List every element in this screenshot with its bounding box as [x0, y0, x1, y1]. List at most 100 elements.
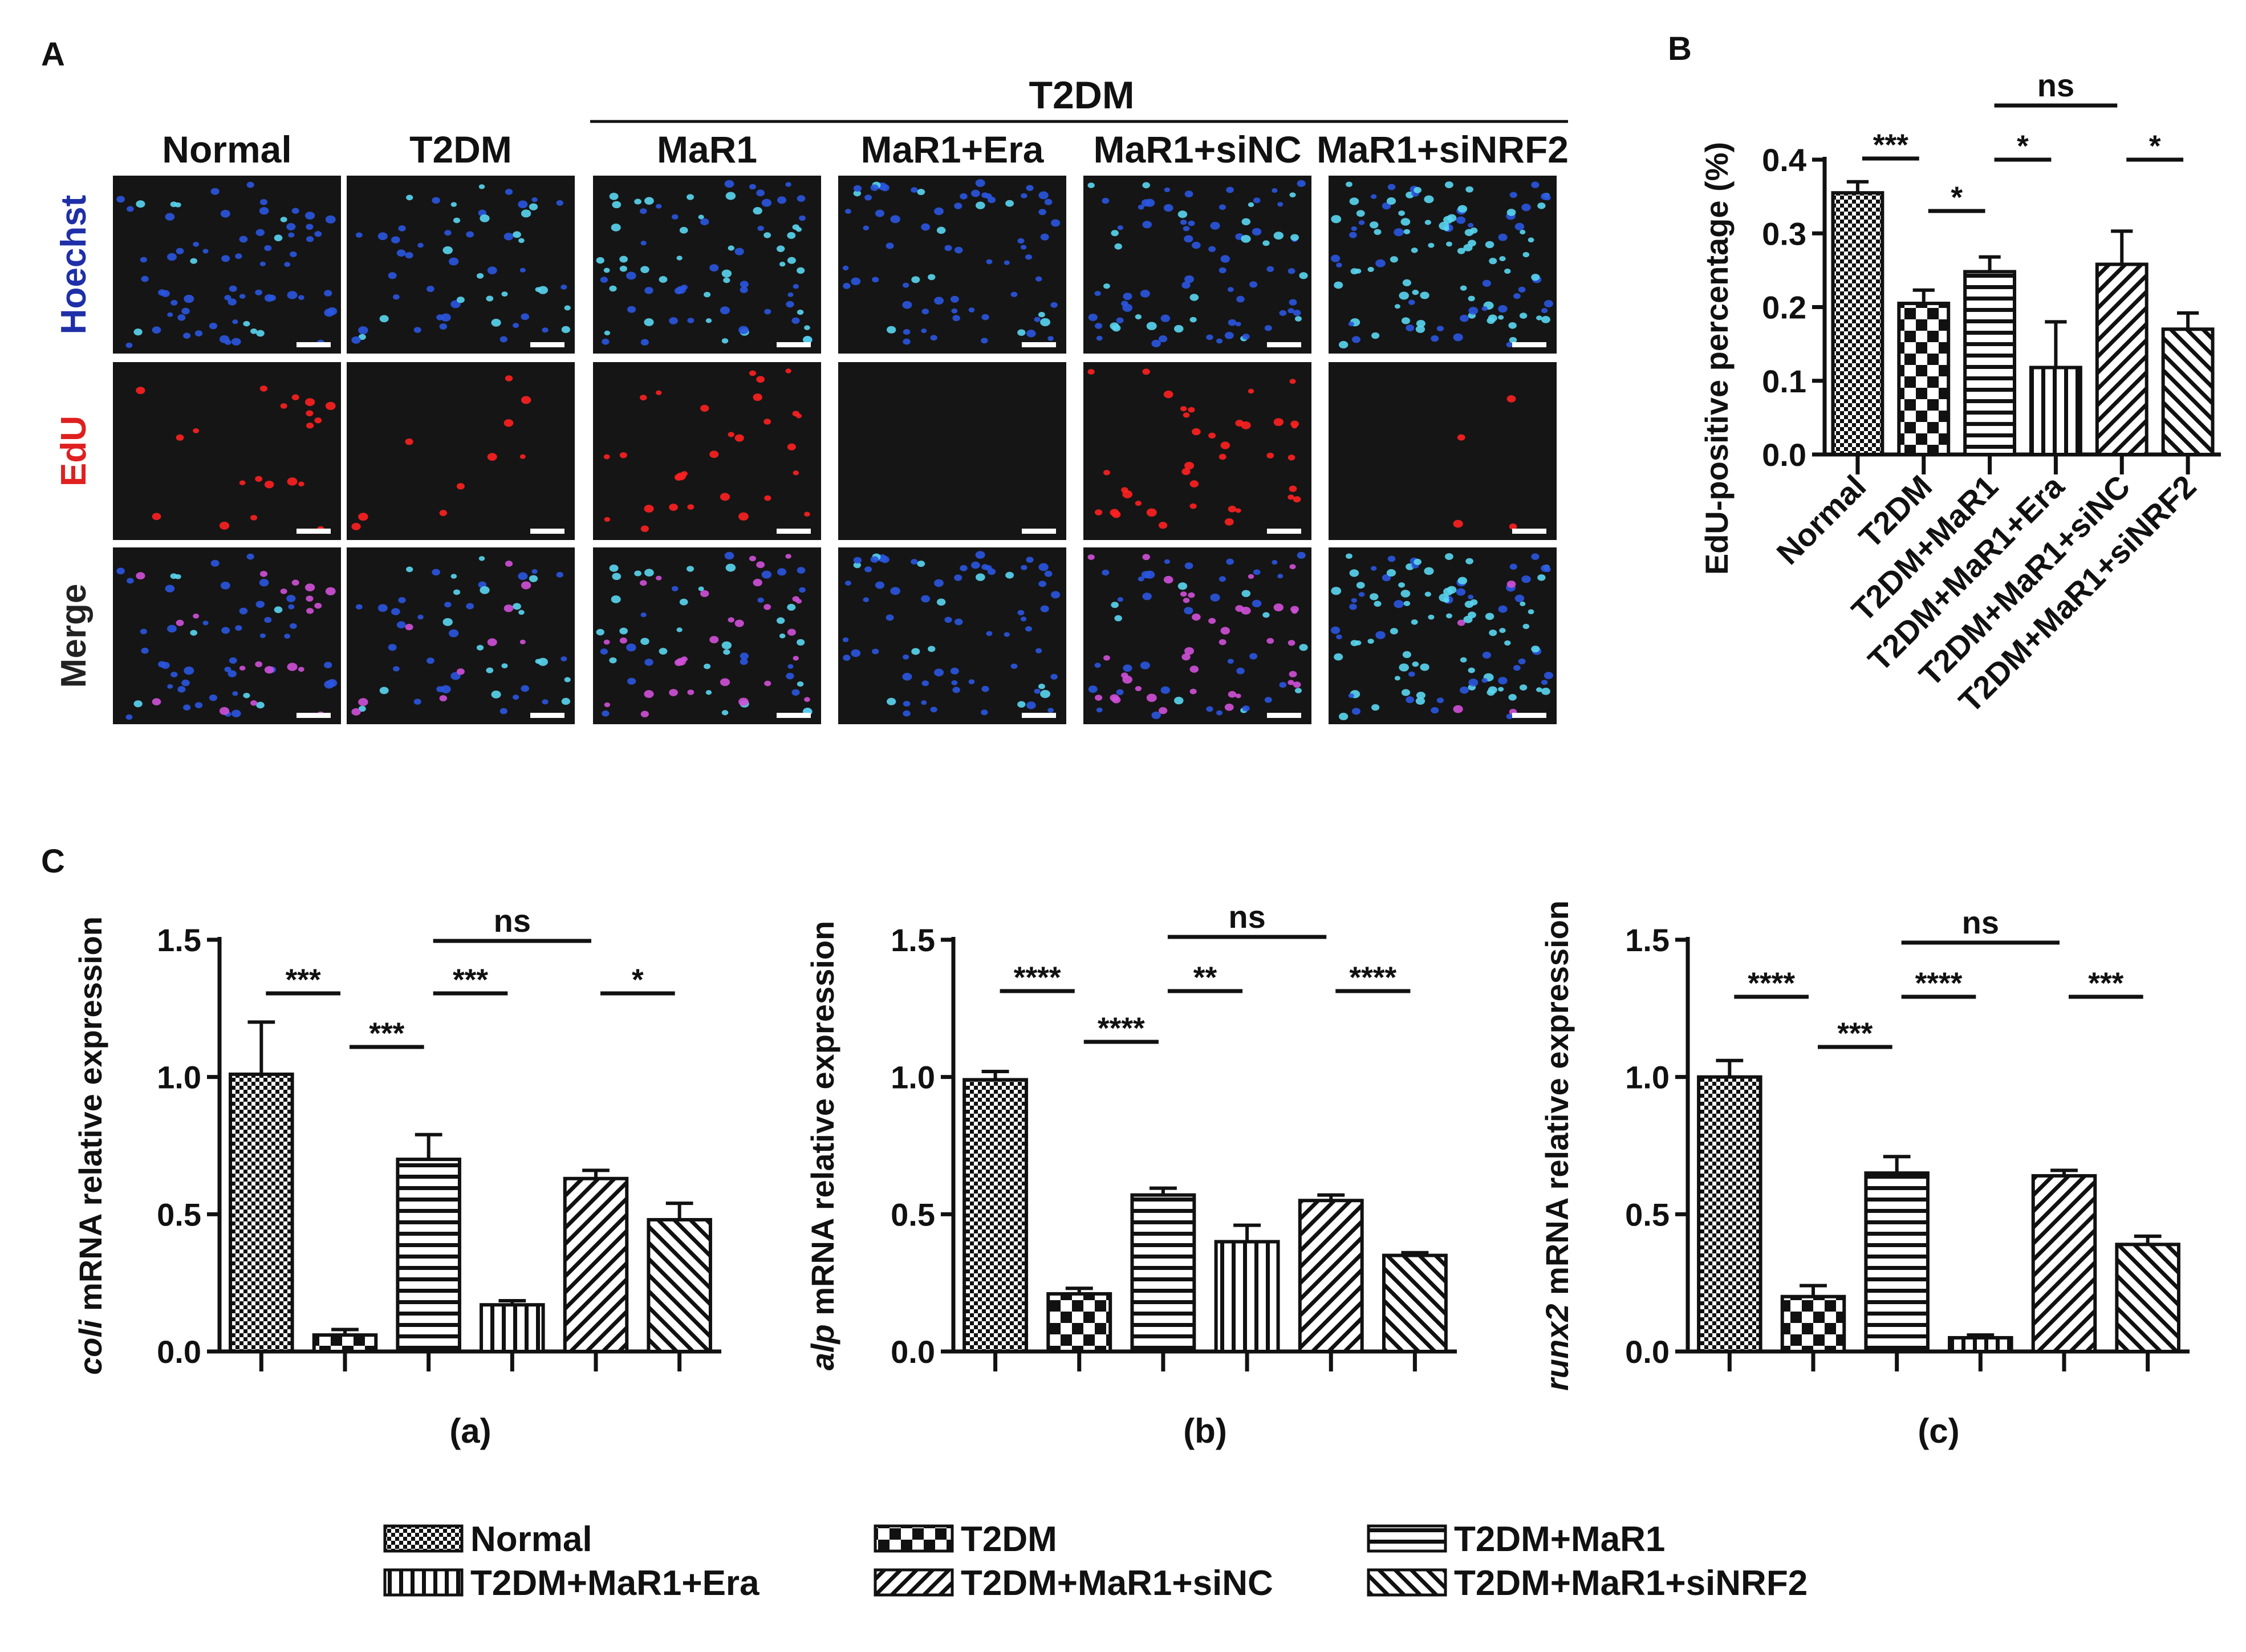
- y-tick-label: 1.0: [891, 1060, 935, 1095]
- legend-label: Normal: [470, 1520, 592, 1559]
- micrograph-image: [593, 362, 821, 540]
- legend-swatch: [874, 1524, 954, 1553]
- chart-sublabel: (c): [1918, 1412, 1959, 1450]
- bar: [1130, 1193, 1196, 1353]
- chart-c-c-runx2: 0.0 0.5 1.0 1.5 runx2 mRNA relative expressi…: [1539, 900, 2190, 1450]
- bar: [1697, 1075, 1762, 1353]
- significance-label: **: [1193, 961, 1217, 995]
- scale-bar: [530, 529, 564, 534]
- scale-bar: [297, 529, 331, 534]
- significance-label: *: [2017, 129, 2029, 163]
- y-axis-label: coli mRNA relative expression: [72, 916, 108, 1375]
- scale-bar: [1267, 713, 1301, 718]
- legend-swatch: [1367, 1568, 1447, 1597]
- micrograph-panel: T2DM Normal T2DM MaR1 MaR1+Era MaR1+siNC MaR1…: [54, 74, 1569, 724]
- significance-label: ****: [1915, 967, 1963, 1000]
- bar: [647, 1217, 712, 1353]
- significance-label: ****: [1748, 967, 1795, 1000]
- bar: [229, 1072, 294, 1354]
- scale-bar: [777, 529, 811, 534]
- significance-label: ****: [1349, 961, 1396, 995]
- x-tick-label: Normal: [1769, 468, 1873, 571]
- bar: [1897, 302, 1951, 456]
- scale-bar: [297, 713, 331, 718]
- significance-label: *: [2149, 129, 2161, 163]
- bar: [480, 1303, 545, 1354]
- micrograph-image: [1083, 362, 1311, 540]
- y-tick-label: 1.5: [157, 922, 201, 958]
- legend-swatch: [874, 1568, 954, 1597]
- bar: [1831, 191, 1884, 456]
- column-label: MaR1+Era: [860, 128, 1044, 171]
- y-tick-label: 1.0: [157, 1060, 201, 1095]
- legend-swatch: [383, 1568, 464, 1597]
- micrograph-image: [113, 547, 341, 724]
- y-axis-label: runx2 mRNA relative expression: [1539, 900, 1575, 1391]
- column-label: Normal: [162, 128, 291, 171]
- micrograph-image: [1329, 176, 1557, 354]
- significance-label: ****: [1014, 961, 1061, 995]
- scale-bar: [1512, 342, 1546, 347]
- row-label: EdU: [54, 416, 94, 486]
- micrograph-image: [347, 547, 575, 724]
- bar: [1298, 1199, 1364, 1353]
- legend-item: Normal: [383, 1520, 592, 1559]
- bar: [1864, 1171, 1930, 1353]
- y-axis-label: EdU-positive percentage (%): [1699, 142, 1735, 575]
- y-tick-label: 0.0: [1762, 437, 1806, 473]
- significance-label: ns: [2037, 67, 2074, 103]
- significance-label: ***: [286, 963, 321, 997]
- row-label: Merge: [54, 584, 94, 688]
- panel-label-a: A: [41, 36, 65, 73]
- bar: [396, 1158, 461, 1353]
- y-axis-label: alp mRNA relative expression: [805, 921, 840, 1370]
- bar: [962, 1078, 1029, 1353]
- bar: [1046, 1292, 1112, 1353]
- legend-item: T2DM: [874, 1520, 1057, 1559]
- y-tick-label: 0.5: [891, 1196, 935, 1232]
- bar: [1780, 1294, 1846, 1354]
- chart-c-a-coli: 0.0 0.5 1.0 1.5 coli mRNA relative expressio…: [72, 903, 721, 1450]
- y-tick-label: 1.5: [891, 922, 935, 958]
- micrograph-image: [1083, 547, 1311, 724]
- significance-label: ***: [1873, 128, 1908, 162]
- y-tick-label: 1.0: [1625, 1060, 1670, 1095]
- bar: [1214, 1240, 1280, 1353]
- scale-bar: [1022, 713, 1056, 718]
- chart-sublabel: (b): [1183, 1412, 1227, 1450]
- legend: Normal T2DM T2DM+MaR1 T2DM+MaR1+Era T2DM+MaR…: [383, 1520, 1808, 1603]
- significance-label: ***: [453, 963, 488, 997]
- significance-label: ns: [494, 903, 531, 939]
- y-tick-label: 0.0: [891, 1334, 935, 1370]
- legend-item: T2DM+MaR1+siNRF2: [1367, 1564, 1808, 1603]
- legend-label: T2DM+MaR1+Era: [470, 1564, 760, 1603]
- scale-bar: [1512, 529, 1546, 534]
- legend-swatch: [383, 1524, 464, 1553]
- scale-bar: [1267, 529, 1301, 534]
- bar: [2115, 1243, 2180, 1354]
- scale-bar: [530, 713, 564, 718]
- significance-label: *: [1951, 181, 1963, 214]
- y-tick-label: 1.5: [1625, 922, 1670, 958]
- significance-label: ****: [1098, 1012, 1145, 1045]
- y-tick-label: 0.3: [1762, 216, 1806, 251]
- scale-bar: [777, 713, 811, 718]
- significance-label: ***: [369, 1017, 404, 1050]
- micrograph-image: [838, 362, 1066, 540]
- micrograph-image: [593, 176, 821, 354]
- y-tick-label: 0.5: [157, 1196, 201, 1232]
- micrograph-image: [1329, 547, 1557, 724]
- bar: [2095, 262, 2148, 456]
- panel-label-b: B: [1668, 30, 1692, 67]
- bar: [2031, 1174, 2097, 1354]
- column-label: MaR1+siNRF2: [1317, 128, 1569, 171]
- bar: [312, 1333, 378, 1354]
- panel-label-c: C: [41, 843, 65, 880]
- micrograph-image: [113, 176, 341, 354]
- legend-label: T2DM+MaR1: [1454, 1520, 1665, 1559]
- significance-label: *: [632, 963, 644, 997]
- significance-label: ***: [1837, 1017, 1873, 1050]
- micrograph-image: [838, 176, 1066, 354]
- y-tick-label: 0.1: [1762, 363, 1806, 399]
- legend-label: T2DM+MaR1+siNC: [961, 1564, 1273, 1603]
